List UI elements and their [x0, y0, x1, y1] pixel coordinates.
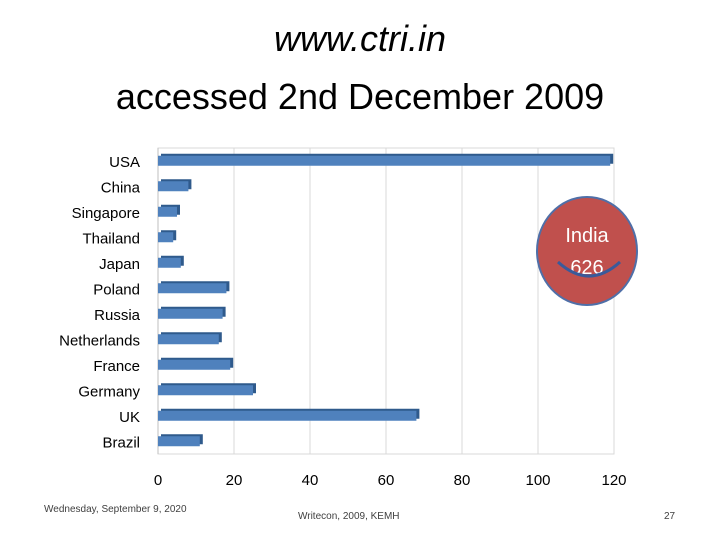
bar [158, 206, 177, 217]
footer-date: Wednesday, September 9, 2020 [44, 504, 187, 515]
x-tick-label: 40 [302, 472, 319, 489]
bar [158, 283, 227, 294]
category-label: Brazil [102, 434, 140, 451]
category-label: Singapore [72, 205, 140, 222]
x-tick-label: 100 [525, 472, 550, 489]
x-tick-label: 80 [454, 472, 471, 489]
category-label: Netherlands [59, 332, 140, 349]
category-label: UK [119, 409, 140, 426]
category-label: Thailand [82, 230, 140, 247]
x-tick-label: 0 [154, 472, 162, 489]
category-label: Poland [93, 281, 140, 298]
callout-label: India [565, 225, 609, 247]
category-label: USA [109, 154, 140, 171]
category-label: Germany [78, 383, 140, 400]
bar [158, 410, 417, 421]
callout-circle [536, 196, 638, 306]
page-number: 27 [664, 511, 676, 522]
x-tick-label: 20 [226, 472, 243, 489]
bar [158, 181, 189, 192]
bar [158, 359, 231, 370]
slide-title-line1: www.ctri.in [273, 18, 447, 59]
slide-title-line2: accessed 2nd December 2009 [115, 76, 605, 117]
bar [158, 308, 223, 319]
category-label: Japan [99, 256, 140, 273]
bar [158, 436, 200, 447]
bar [158, 155, 611, 166]
category-label: China [101, 179, 141, 196]
x-tick-label: 120 [601, 472, 626, 489]
footer-center-text: Writecon, 2009, KEMH [298, 511, 400, 522]
india-callout: India 626 [536, 196, 638, 306]
category-label: France [93, 358, 140, 375]
x-tick-label: 60 [378, 472, 395, 489]
bar-chart: 0 20 40 60 80 100 120 USA China Singapore Thailand… [59, 147, 627, 489]
category-label: Russia [94, 307, 141, 324]
bar [158, 232, 174, 243]
bar [158, 334, 219, 345]
callout-arc-icon [556, 260, 622, 278]
bar [158, 385, 253, 396]
bar [158, 257, 181, 268]
